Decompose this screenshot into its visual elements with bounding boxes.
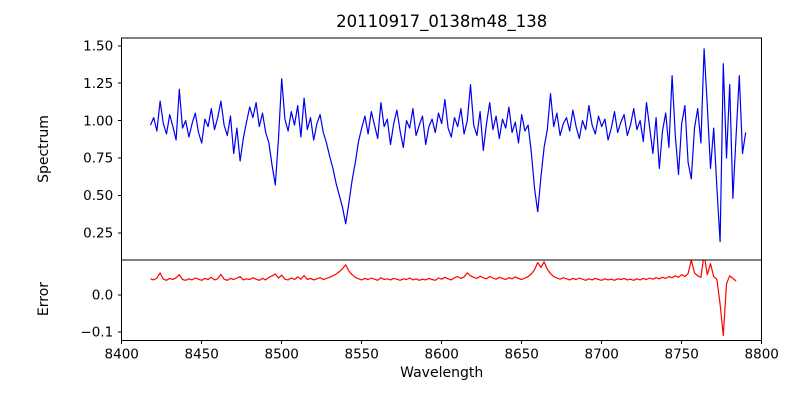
- spectrum-y-tick-label: 1.50: [83, 38, 113, 54]
- error-y-axis-label: Error: [36, 282, 52, 316]
- spectrum-y-tick-label: 0.50: [83, 188, 113, 204]
- spectrum-y-tick-label: 1.00: [83, 113, 113, 129]
- spectrum-panel-frame: [121, 37, 763, 261]
- x-tick-label: 8550: [345, 346, 379, 362]
- chart-title: 20110917_0138m48_138: [336, 12, 547, 32]
- chart-layer: 1.50 1.25 1.00 0.75 0.50 0.25 0.0 −0.1 8400 8450 8…: [80, 37, 779, 362]
- x-tick-label: 8500: [265, 346, 299, 362]
- x-tick-label: 8450: [185, 346, 219, 362]
- x-tick-label: 8750: [665, 346, 699, 362]
- x-axis-label: Wavelength: [400, 365, 483, 381]
- x-tick-label: 8650: [505, 346, 539, 362]
- error-y-tick-label: 0.0: [92, 288, 113, 304]
- spectrum-y-tick-label: 0.75: [83, 151, 113, 167]
- error-y-tick-label: −0.1: [80, 325, 113, 341]
- spectrum-y-tick-label: 1.25: [83, 76, 113, 92]
- x-tick-label: 8700: [585, 346, 619, 362]
- spectrum-line: [149, 48, 747, 243]
- error-line: [150, 260, 737, 337]
- x-tick-label: 8600: [425, 346, 459, 362]
- spectrum-y-axis-label: Spectrum: [36, 115, 52, 183]
- error-panel-frame: [121, 259, 763, 341]
- x-tick-label: 8400: [105, 346, 139, 362]
- spectrum-y-tick-label: 0.25: [83, 225, 113, 241]
- x-tick-label: 8800: [745, 346, 779, 362]
